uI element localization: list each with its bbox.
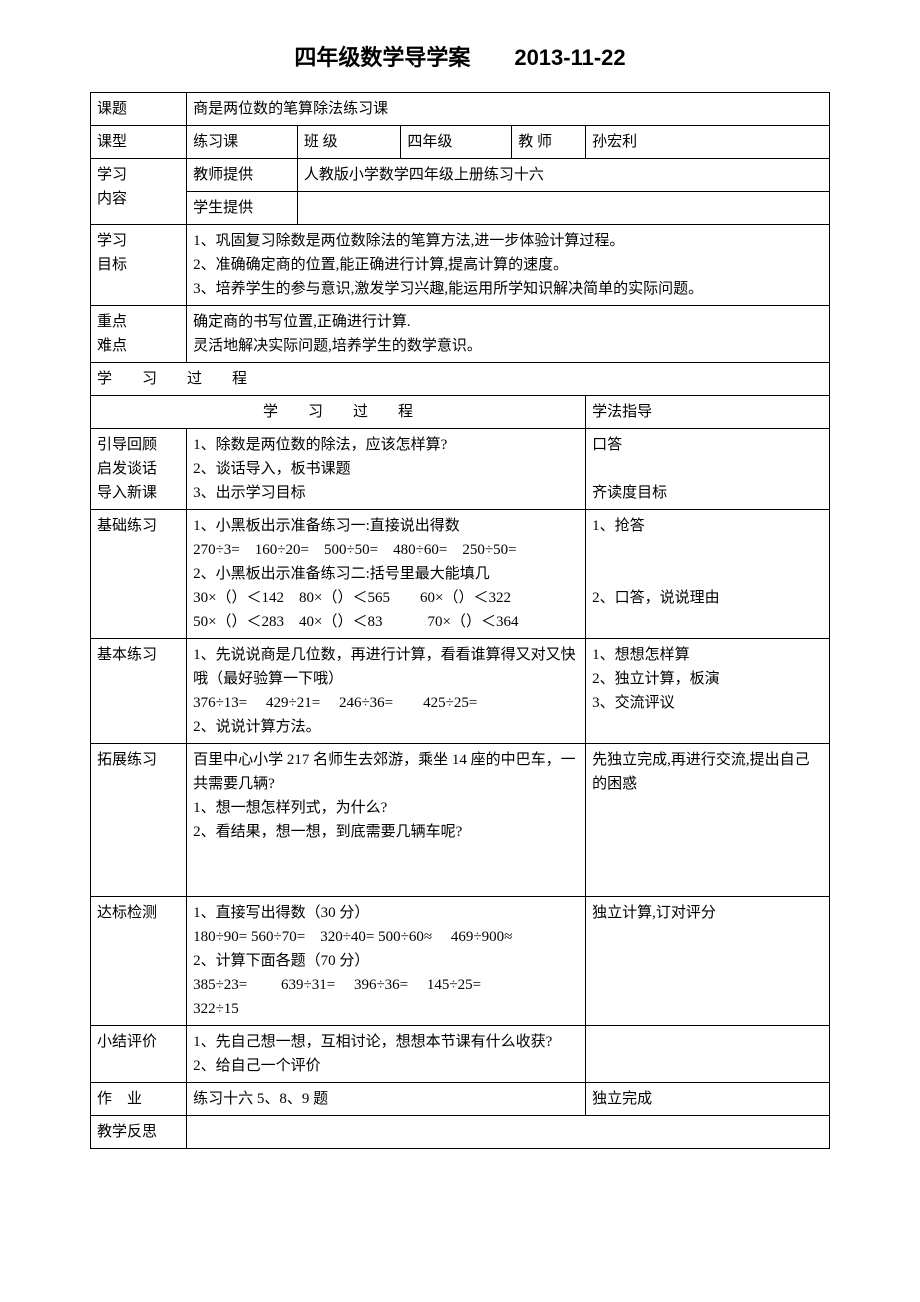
row-reflect: 教学反思 (91, 1116, 830, 1149)
row-process-sub: 学 习 过 程 学法指导 (91, 396, 830, 429)
label-ctype: 课型 (91, 126, 187, 159)
label-topic: 课题 (91, 93, 187, 126)
method-check: 独立计算,订对评分 (586, 897, 830, 1026)
label-class: 班 级 (297, 126, 400, 159)
label-base: 基础练习 (91, 510, 187, 639)
value-teacher-prov: 人教版小学数学四年级上册练习十六 (297, 159, 829, 192)
value-goal: 1、巩固复习除数是两位数除法的笔算方法,进一步体验计算过程。 2、准确确定商的位… (187, 225, 830, 306)
value-ctype: 练习课 (187, 126, 298, 159)
process-subheader: 学 习 过 程 (91, 396, 586, 429)
label-summary: 小结评价 (91, 1026, 187, 1083)
label-intro: 引导回顾 启发谈话 导入新课 (91, 429, 187, 510)
page-title: 四年级数学导学案 2013-11-22 (90, 40, 830, 72)
value-check: 1、直接写出得数（30 分） 180÷90= 560÷70= 320÷40= 5… (187, 897, 586, 1026)
row-homework: 作 业 练习十六 5、8、9 题 独立完成 (91, 1083, 830, 1116)
row-keypoint: 重点 难点 确定商的书写位置,正确进行计算. 灵活地解决实际问题,培养学生的数学… (91, 306, 830, 363)
method-basic: 1、想想怎样算 2、独立计算，板演 3、交流评议 (586, 639, 830, 744)
value-homework: 练习十六 5、8、9 题 (187, 1083, 586, 1116)
row-process-hdr: 学 习 过 程 (91, 363, 830, 396)
row-goal: 学习 目标 1、巩固复习除数是两位数除法的笔算方法,进一步体验计算过程。 2、准… (91, 225, 830, 306)
row-ctype: 课型 练习课 班 级 四年级 教 师 孙宏利 (91, 126, 830, 159)
label-check: 达标检测 (91, 897, 187, 1026)
method-base: 1、抢答 2、口答，说说理由 (586, 510, 830, 639)
method-header: 学法指导 (586, 396, 830, 429)
method-homework: 独立完成 (586, 1083, 830, 1116)
row-base: 基础练习 1、小黑板出示准备练习一:直接说出得数 270÷3= 160÷20= … (91, 510, 830, 639)
value-student-prov (297, 192, 829, 225)
row-basic: 基本练习 1、先说说商是几位数，再进行计算，看看谁算得又对又快哦（最好验算一下哦… (91, 639, 830, 744)
label-student-prov: 学生提供 (187, 192, 298, 225)
method-ext: 先独立完成,再进行交流,提出自己的困惑 (586, 744, 830, 897)
value-grade: 四年级 (401, 126, 512, 159)
row-summary: 小结评价 1、先自己想一想，互相讨论，想想本节课有什么收获? 2、给自己一个评价 (91, 1026, 830, 1083)
value-basic: 1、先说说商是几位数，再进行计算，看看谁算得又对又快哦（最好验算一下哦） 376… (187, 639, 586, 744)
label-homework: 作 业 (91, 1083, 187, 1116)
label-ext: 拓展练习 (91, 744, 187, 897)
value-base: 1、小黑板出示准备练习一:直接说出得数 270÷3= 160÷20= 500÷5… (187, 510, 586, 639)
value-reflect (187, 1116, 830, 1149)
row-content-2: 学生提供 (91, 192, 830, 225)
row-intro: 引导回顾 启发谈话 导入新课 1、除数是两位数的除法，应该怎样算? 2、谈话导入… (91, 429, 830, 510)
value-ext: 百里中心小学 217 名师生去郊游，乘坐 14 座的中巴车，一共需要几辆? 1、… (187, 744, 586, 897)
lesson-plan-table: 课题 商是两位数的笔算除法练习课 课型 练习课 班 级 四年级 教 师 孙宏利 … (90, 92, 830, 1149)
method-intro: 口答 齐读度目标 (586, 429, 830, 510)
label-teacher-prov: 教师提供 (187, 159, 298, 192)
value-teacher: 孙宏利 (586, 126, 830, 159)
label-basic: 基本练习 (91, 639, 187, 744)
method-summary (586, 1026, 830, 1083)
row-ext: 拓展练习 百里中心小学 217 名师生去郊游，乘坐 14 座的中巴车，一共需要几… (91, 744, 830, 897)
process-header: 学 习 过 程 (91, 363, 830, 396)
label-teacher: 教 师 (512, 126, 586, 159)
value-summary: 1、先自己想一想，互相讨论，想想本节课有什么收获? 2、给自己一个评价 (187, 1026, 586, 1083)
row-content-1: 学习 内容 教师提供 人教版小学数学四年级上册练习十六 (91, 159, 830, 192)
row-topic: 课题 商是两位数的笔算除法练习课 (91, 93, 830, 126)
row-check: 达标检测 1、直接写出得数（30 分） 180÷90= 560÷70= 320÷… (91, 897, 830, 1026)
label-keypoint: 重点 难点 (91, 306, 187, 363)
label-reflect: 教学反思 (91, 1116, 187, 1149)
value-intro: 1、除数是两位数的除法，应该怎样算? 2、谈话导入，板书课题 3、出示学习目标 (187, 429, 586, 510)
value-topic: 商是两位数的笔算除法练习课 (187, 93, 830, 126)
label-goal: 学习 目标 (91, 225, 187, 306)
value-keypoint: 确定商的书写位置,正确进行计算. 灵活地解决实际问题,培养学生的数学意识。 (187, 306, 830, 363)
label-content: 学习 内容 (91, 159, 187, 225)
